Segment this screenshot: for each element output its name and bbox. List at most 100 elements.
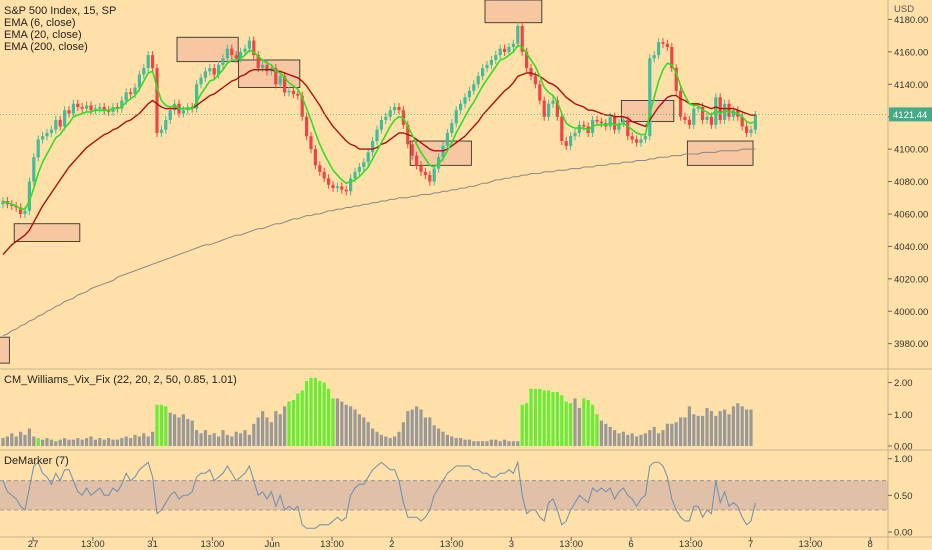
vix-bar <box>19 431 23 446</box>
candle-body <box>344 189 348 192</box>
candle-body <box>569 136 573 146</box>
supply-demand-zone <box>176 36 239 63</box>
y-tick-label: 4060.00 <box>894 209 928 220</box>
vix-bar <box>696 415 700 446</box>
vix-bar <box>5 436 9 446</box>
vix-bar <box>595 414 599 446</box>
candle-body <box>371 141 375 153</box>
vix-bar <box>111 439 115 446</box>
candle-body <box>635 139 639 143</box>
candle-body <box>217 64 221 75</box>
candle-body <box>247 40 251 49</box>
candle-body <box>85 105 89 109</box>
candle-body <box>155 68 159 133</box>
candle-body <box>388 110 392 117</box>
vix-bar <box>503 439 507 446</box>
candle-body <box>146 55 150 69</box>
candle-body <box>296 94 300 96</box>
candle-body <box>32 157 36 182</box>
vix-bar <box>85 438 89 446</box>
vix-bar <box>511 441 515 446</box>
supply-demand-zone <box>686 140 754 166</box>
vix-bar <box>564 401 568 446</box>
vix-bar <box>709 411 713 446</box>
vix-bar <box>533 388 537 446</box>
candle-body <box>379 119 383 130</box>
vix-bar <box>195 430 199 446</box>
vix-bar <box>626 434 630 446</box>
vix-bar <box>555 392 559 446</box>
vix-bar <box>560 395 564 446</box>
candle-body <box>375 129 379 142</box>
y-tick-label: 4160.00 <box>894 47 928 58</box>
vix-bar <box>142 433 146 446</box>
vix-bar <box>661 430 665 446</box>
vix-bar <box>287 401 291 446</box>
candle-body <box>36 139 40 158</box>
vix-bar <box>181 414 185 446</box>
demarker-legend: DeMarker (7) <box>4 455 69 467</box>
candle-body <box>49 129 53 133</box>
candle-body <box>573 132 577 137</box>
vix-bar <box>137 436 141 446</box>
candle-body <box>243 48 247 52</box>
candle-body <box>357 166 361 172</box>
vix-bar <box>384 436 388 446</box>
vix-bar <box>613 430 617 446</box>
candle-body <box>212 68 216 75</box>
candle-body <box>445 132 449 146</box>
candle-body <box>287 90 291 93</box>
candle-body <box>173 103 177 111</box>
candle-body <box>507 47 511 52</box>
candle-body <box>529 68 533 77</box>
candle-body <box>705 116 709 120</box>
candle-body <box>137 74 141 88</box>
candle-body <box>102 106 106 111</box>
supply-demand-zone <box>0 336 10 364</box>
candle-body <box>300 95 304 117</box>
vix-bar <box>582 398 586 446</box>
candle-body <box>151 55 155 69</box>
y-tick-label: 4180.00 <box>894 15 928 26</box>
candle-body <box>415 155 419 166</box>
vix-bar <box>679 417 683 446</box>
x-tick-label: 13:00 <box>320 539 344 550</box>
vix-bar <box>58 439 62 446</box>
candle-body <box>107 110 111 112</box>
vix-bar <box>27 428 31 446</box>
candle-body <box>525 51 529 69</box>
candle-body <box>476 76 480 85</box>
candle-body <box>679 90 683 117</box>
vix-bar <box>736 403 740 446</box>
vix-bar <box>406 411 410 446</box>
candle-body <box>67 110 71 114</box>
y-tick-label: 1.00 <box>894 454 913 465</box>
y-tick-label: 4100.00 <box>894 145 928 156</box>
x-tick-label: 13:00 <box>799 539 823 550</box>
vix-bar <box>305 380 309 446</box>
vix-bar <box>525 403 529 446</box>
vix-bar <box>670 423 674 446</box>
vix-bar <box>604 423 608 446</box>
vix-bar <box>745 409 749 446</box>
currency-label: USD <box>894 4 914 15</box>
x-tick-label: 8 <box>868 539 873 550</box>
vix-bar <box>630 433 634 446</box>
candle-body <box>164 119 168 130</box>
candle-body <box>1 201 5 205</box>
vix-bar <box>14 436 18 446</box>
candle-body <box>665 43 669 48</box>
candle-body <box>564 141 568 146</box>
candle-body <box>428 175 432 182</box>
x-tick-label: 13:00 <box>679 539 703 550</box>
candle-body <box>335 186 339 189</box>
last-price-label: 4121.44 <box>893 110 927 121</box>
candle-body <box>80 106 84 109</box>
vix-bar <box>617 433 621 446</box>
vix-bar <box>23 434 27 446</box>
vix-bar <box>401 422 405 446</box>
candle-body <box>582 124 586 127</box>
vix-bar <box>120 438 124 446</box>
